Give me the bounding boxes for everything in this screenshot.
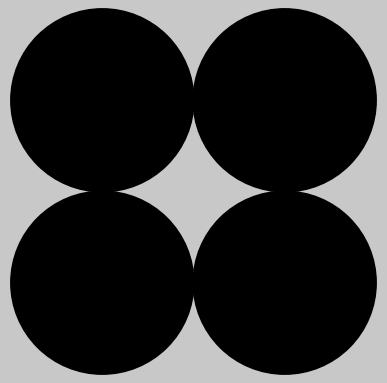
- Text: o: o: [84, 105, 98, 125]
- Text: r+h: r+h: [103, 296, 145, 316]
- Circle shape: [194, 192, 376, 374]
- Text: r+h: r+h: [286, 32, 328, 52]
- Text: r: r: [235, 107, 244, 127]
- Text: o': o': [289, 287, 309, 307]
- Text: r: r: [235, 289, 244, 309]
- Circle shape: [11, 9, 194, 192]
- Text: r+h: r+h: [286, 296, 328, 316]
- Circle shape: [194, 9, 376, 192]
- Text: o': o': [289, 105, 309, 125]
- Text: r: r: [143, 107, 152, 127]
- Circle shape: [11, 192, 194, 374]
- Text: o: o: [84, 287, 98, 307]
- Text: r+h: r+h: [103, 32, 145, 52]
- Text: r: r: [143, 289, 152, 309]
